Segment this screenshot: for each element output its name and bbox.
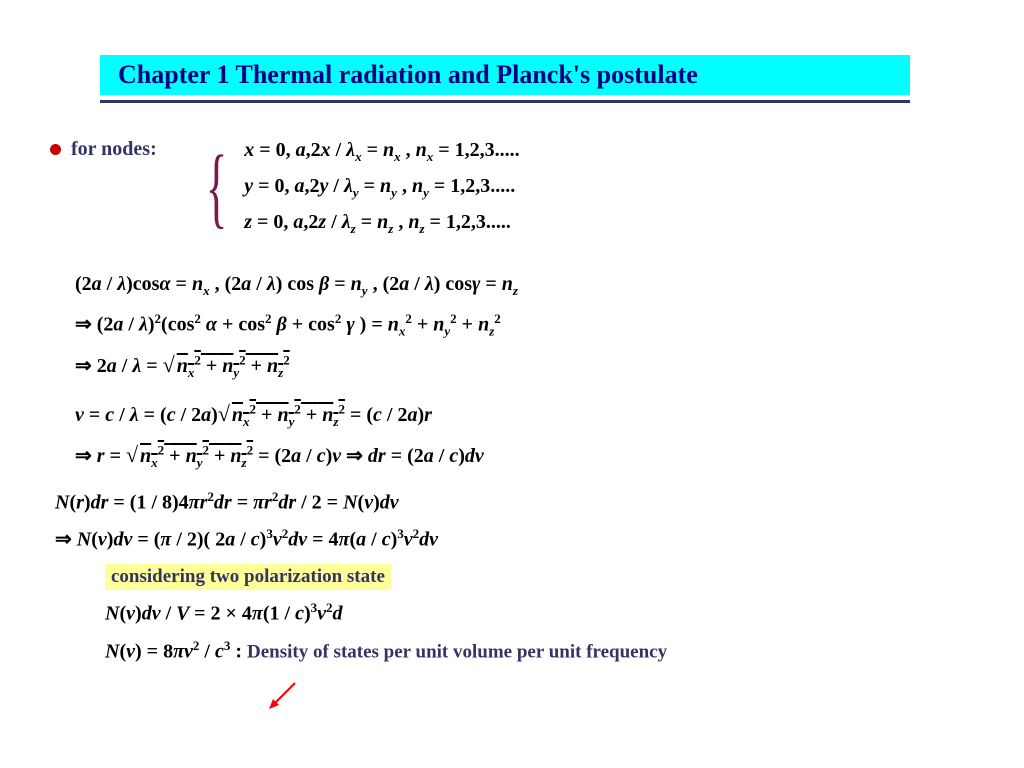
chapter-header: Chapter 1 Thermal radiation and Planck's… bbox=[100, 55, 910, 95]
left-brace-icon: { bbox=[206, 138, 228, 238]
eq-r: ⇒ r = nx2 + ny2 + nz2 = (2a / c)ν ⇒ dr =… bbox=[75, 442, 667, 471]
header-underline bbox=[100, 100, 910, 103]
node-equations: x = 0, a,2x / λx = nx , nx = 1,2,3..... … bbox=[244, 139, 519, 237]
eq-cos: (2a / λ)cosα = nx , (2a / λ) cos β = ny … bbox=[75, 273, 667, 299]
density-description: Density of states per unit volume per un… bbox=[247, 641, 667, 662]
eq-node-x: x = 0, a,2x / λx = nx , nx = 1,2,3..... bbox=[244, 139, 519, 165]
chapter-title: Chapter 1 Thermal radiation and Planck's… bbox=[118, 60, 698, 90]
eq-nr: N(r)dr = (1 / 8)4πr2dr = πr2dr / 2 = N(ν… bbox=[55, 489, 667, 515]
eq-nu: ν = c / λ = (c / 2a)nx2 + ny2 + nz2 = (c… bbox=[75, 401, 667, 430]
eq-final: N(ν) = 8πν2 / c3 : Density of states per… bbox=[105, 638, 667, 664]
eq-nnu: ⇒ N(ν)dν = (π / 2)( 2a / c)3ν2dν = 4π(a … bbox=[55, 526, 667, 552]
brace-equations: { x = 0, a,2x / λx = nx , nx = 1,2,3....… bbox=[195, 138, 520, 238]
eq-sq: ⇒ (2a / λ)2(cos2 α + cos2 β + cos2 γ ) =… bbox=[75, 311, 667, 340]
polarization-highlight: considering two polarization state bbox=[105, 564, 391, 590]
for-nodes-label: for nodes: bbox=[71, 138, 157, 161]
eq-nvol: N(ν)dν / V = 2 × 4π(1 / c)3ν2d bbox=[105, 600, 667, 626]
eq-node-y: y = 0, a,2y / λy = ny , ny = 1,2,3..... bbox=[244, 175, 519, 201]
eq-node-z: z = 0, a,2z / λz = nz , nz = 1,2,3..... bbox=[244, 211, 519, 237]
content-area: for nodes: { x = 0, a,2x / λx = nx , nx … bbox=[50, 138, 970, 167]
eq-root: ⇒ 2a / λ = nx2 + ny2 + nz2 bbox=[75, 352, 667, 381]
highlight-note: considering two polarization state bbox=[105, 564, 667, 590]
derivation-block: (2a / λ)cosα = nx , (2a / λ) cos β = ny … bbox=[75, 273, 667, 675]
arrow-icon bbox=[265, 681, 305, 711]
bullet-icon bbox=[50, 144, 61, 155]
